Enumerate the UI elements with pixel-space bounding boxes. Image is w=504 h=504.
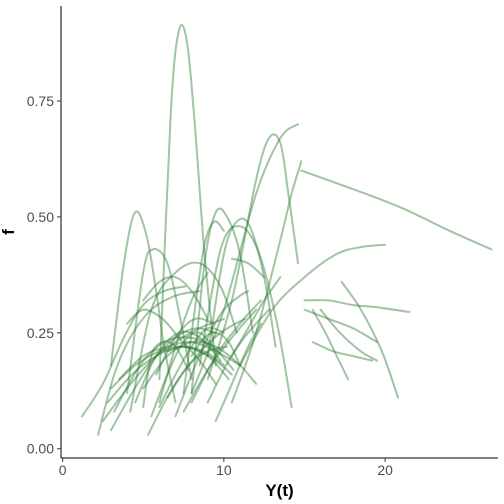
series-line-8 [126, 248, 193, 395]
series-line-11 [206, 217, 277, 357]
series-line-39 [142, 340, 190, 408]
series-line-23 [110, 345, 230, 390]
series-line-7 [110, 210, 177, 404]
series-line-33 [155, 317, 216, 376]
series-line-34 [182, 308, 258, 413]
x-tick-label: 20 [377, 462, 393, 478]
series-line-22 [106, 345, 225, 404]
series-line-40 [126, 308, 217, 385]
series-line-17 [319, 308, 379, 362]
series-line-20 [97, 290, 201, 436]
series-line-21 [101, 317, 225, 422]
series-line-27 [142, 340, 258, 390]
series-line-2 [206, 133, 299, 381]
series-line-45 [174, 290, 250, 418]
series-line-46 [166, 345, 233, 376]
series-line-29 [150, 331, 217, 418]
series-line-25 [113, 336, 235, 413]
y-tick-label: 0.25 [27, 325, 54, 341]
series-line-18 [311, 341, 374, 362]
series-line-19 [81, 285, 187, 418]
series-line-38 [166, 345, 229, 399]
series-line-37 [214, 322, 262, 422]
series-line-3 [190, 123, 299, 395]
series-line-5 [300, 169, 493, 251]
series-line-9 [129, 261, 238, 413]
series-line-26 [134, 330, 222, 404]
series-line-6 [239, 243, 387, 367]
series-line-12 [198, 225, 293, 408]
series-line-30 [147, 317, 246, 436]
series-line-16 [340, 280, 399, 399]
y-tick-label: 0.50 [27, 209, 54, 225]
series-line-31 [158, 271, 209, 404]
x-tick-label: 10 [216, 462, 232, 478]
series-line-36 [206, 308, 270, 404]
series-line-35 [190, 299, 262, 404]
series-line-41 [110, 327, 217, 432]
series-line-47 [182, 220, 225, 395]
series-line-4 [230, 160, 303, 404]
x-tick-label: 0 [59, 462, 67, 478]
x-axis-ticks: 0 10 20 [59, 458, 393, 478]
series-line-32 [158, 326, 225, 408]
series-line-24 [118, 340, 241, 381]
series-line-28 [142, 275, 209, 320]
series-line-1 [158, 23, 217, 381]
series-line-43 [230, 257, 266, 279]
series-line-15 [311, 308, 349, 381]
y-tick-label: 0.00 [27, 441, 54, 457]
series-line-10 [190, 207, 254, 395]
series-line-14 [303, 308, 379, 344]
series-line-44 [190, 331, 241, 367]
y-axis-title: f [0, 229, 18, 235]
y-axis-ticks: 0.00 0.25 0.50 0.75 [27, 93, 61, 457]
series-lines [81, 23, 493, 436]
x-axis-title: Y(t) [265, 481, 293, 500]
y-tick-label: 0.75 [27, 93, 54, 109]
series-line-42 [230, 276, 282, 357]
series-line-13 [303, 299, 411, 313]
